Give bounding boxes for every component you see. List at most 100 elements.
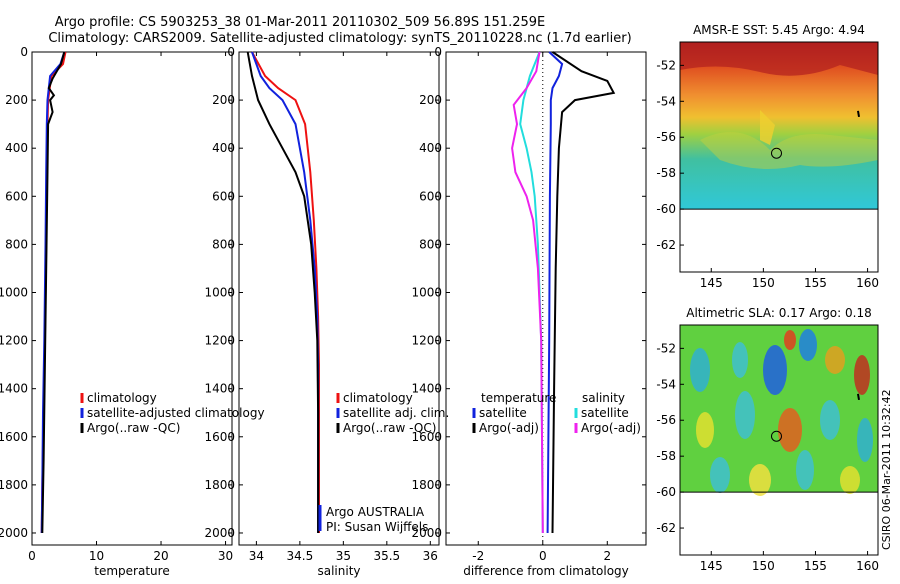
x-tick-label: 155 bbox=[804, 276, 827, 290]
legend-item: satellite adj. clim. bbox=[343, 406, 449, 420]
y-tick-label: -62 bbox=[656, 238, 676, 252]
figure-title-line2: Climatology: CARS2009. Satellite-adjuste… bbox=[48, 31, 631, 46]
x-tick-label: 30 bbox=[218, 549, 233, 563]
map-speck bbox=[857, 110, 860, 118]
y-tick-label: 1400 bbox=[204, 382, 235, 396]
sst-tongue bbox=[760, 110, 775, 145]
series-line bbox=[546, 51, 564, 534]
y-tick-label: 400 bbox=[419, 141, 442, 155]
x-tick-label: 160 bbox=[856, 276, 879, 290]
y-tick-label: -52 bbox=[656, 341, 676, 355]
y-tick-label: 1400 bbox=[411, 382, 442, 396]
y-tick-label: 600 bbox=[419, 189, 442, 203]
y-tick-label: -62 bbox=[656, 521, 676, 535]
panel-frame bbox=[238, 51, 440, 546]
y-tick-label: 400 bbox=[212, 141, 235, 155]
y-tick-label: -52 bbox=[656, 58, 676, 72]
y-tick-label: -58 bbox=[656, 166, 676, 180]
y-tick-label: 2000 bbox=[411, 526, 442, 540]
map-title: AMSR-E SST: 5.45 Argo: 4.94 bbox=[693, 23, 865, 37]
x-tick-label: 0 bbox=[28, 549, 36, 563]
y-tick-label: 2000 bbox=[204, 526, 235, 540]
sla-eddy bbox=[840, 466, 860, 494]
legend-item: satellite bbox=[581, 406, 629, 420]
panel-frame bbox=[31, 51, 233, 546]
sla-eddy bbox=[820, 400, 840, 440]
y-tick-label: 2000 bbox=[0, 526, 28, 540]
x-tick-label: 20 bbox=[153, 549, 168, 563]
x-tick-label: 0 bbox=[539, 549, 547, 563]
series-line bbox=[40, 51, 66, 534]
sst-warm-band bbox=[680, 42, 878, 76]
sla-eddy bbox=[854, 355, 870, 395]
sla-eddy bbox=[749, 464, 771, 496]
y-tick-label: 1200 bbox=[411, 334, 442, 348]
x-tick-label: 160 bbox=[856, 559, 879, 573]
map-panel-2: Altimetric SLA: 0.17 Argo: 0.18 145 150 155… bbox=[656, 306, 879, 573]
x-tick-label: 145 bbox=[700, 276, 723, 290]
y-tick-label: 200 bbox=[419, 93, 442, 107]
x-tick-label: 34.5 bbox=[287, 549, 314, 563]
y-tick-label: 800 bbox=[419, 237, 442, 251]
x-tick-label: -2 bbox=[472, 549, 484, 563]
x-tick-label: 155 bbox=[804, 559, 827, 573]
x-tick-label: 150 bbox=[752, 559, 775, 573]
legend-difference: temperature salinitysatelliteArgo(-adj)sa… bbox=[472, 391, 641, 435]
y-tick-label: 1800 bbox=[204, 478, 235, 492]
y-tick-label: 1600 bbox=[0, 430, 28, 444]
map-speck bbox=[857, 393, 860, 401]
y-tick-label: -56 bbox=[656, 413, 676, 427]
y-tick-label: -58 bbox=[656, 449, 676, 463]
sla-eddy bbox=[784, 330, 796, 350]
panel-frame bbox=[445, 51, 647, 546]
y-tick-label: -54 bbox=[656, 377, 676, 391]
argo-position-marker bbox=[770, 147, 782, 159]
map-field bbox=[680, 42, 878, 210]
legend-header: temperature bbox=[481, 391, 556, 405]
y-tick-label: -54 bbox=[656, 94, 676, 108]
y-tick-label: 0 bbox=[20, 45, 28, 59]
y-tick-label: 1800 bbox=[0, 478, 28, 492]
series-line bbox=[246, 51, 320, 533]
x-axis-label: salinity bbox=[317, 564, 360, 578]
y-tick-label: 1000 bbox=[411, 285, 442, 299]
sla-eddy bbox=[857, 418, 873, 462]
y-tick-label: 1600 bbox=[204, 430, 235, 444]
legend-item: satellite bbox=[479, 406, 527, 420]
sla-eddy bbox=[732, 342, 748, 378]
y-tick-label: 0 bbox=[434, 45, 442, 59]
y-tick-label: 1800 bbox=[411, 478, 442, 492]
y-tick-label: -56 bbox=[656, 130, 676, 144]
sla-eddy bbox=[778, 408, 802, 452]
annotation-line1: Argo AUSTRALIA bbox=[326, 505, 425, 519]
map-title: Altimetric SLA: 0.17 Argo: 0.18 bbox=[686, 306, 871, 320]
figure-title-line1: Argo profile: CS 5903253_38 01-Mar-2011 … bbox=[55, 15, 545, 30]
sst-front bbox=[700, 132, 878, 169]
legend-item: climatology bbox=[343, 391, 413, 405]
x-tick-label: 150 bbox=[752, 276, 775, 290]
y-tick-label: 1200 bbox=[0, 334, 28, 348]
y-tick-label: -60 bbox=[656, 202, 676, 216]
legend-item: satellite-adjusted climatology bbox=[87, 406, 265, 420]
legend-item: Argo(-adj) bbox=[581, 421, 641, 435]
sla-eddy bbox=[735, 391, 755, 439]
sla-eddy bbox=[710, 457, 730, 493]
map-frame bbox=[679, 324, 879, 556]
series-line bbox=[551, 51, 616, 534]
x-tick-label: 10 bbox=[89, 549, 104, 563]
sla-eddy bbox=[796, 450, 814, 490]
x-tick-label: 145 bbox=[700, 559, 723, 573]
y-tick-label: 400 bbox=[5, 141, 28, 155]
legend-item: Argo(..raw -QC) bbox=[343, 421, 436, 435]
legend-item: Argo(..raw -QC) bbox=[87, 421, 180, 435]
y-tick-label: 1000 bbox=[0, 285, 28, 299]
argo-position-marker bbox=[770, 430, 782, 442]
y-tick-label: 600 bbox=[212, 189, 235, 203]
y-tick-label: 0 bbox=[227, 45, 235, 59]
sla-eddy bbox=[825, 346, 845, 374]
y-tick-label: 600 bbox=[5, 189, 28, 203]
y-tick-label: -60 bbox=[656, 485, 676, 499]
